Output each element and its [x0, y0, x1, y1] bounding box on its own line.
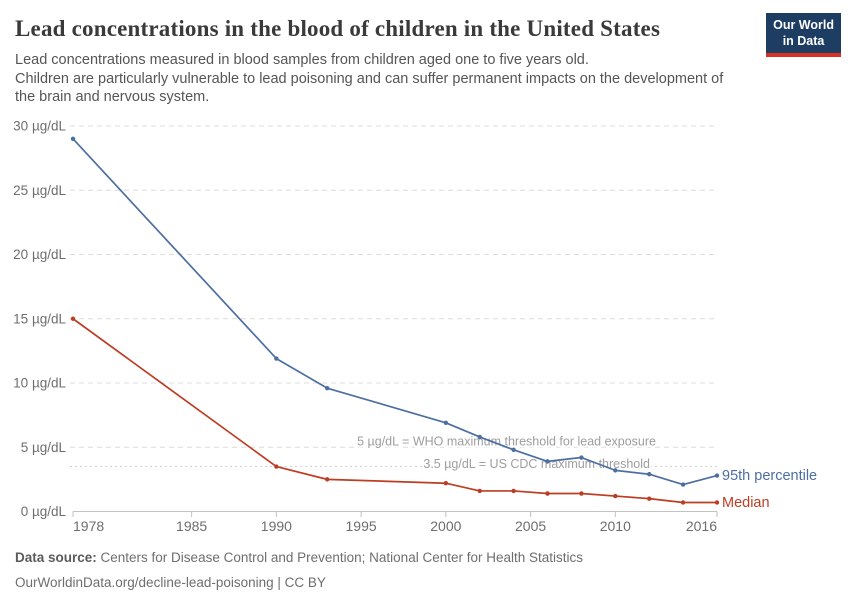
citation-line: OurWorldinData.org/decline-lead-poisonin… — [15, 575, 326, 590]
data-point[interactable] — [714, 500, 720, 505]
data-point[interactable] — [443, 420, 449, 426]
threshold-annotations: 5 µg/dL = WHO maximum threshold for lead… — [70, 432, 717, 473]
data-source-text: Centers for Disease Control and Preventi… — [96, 550, 584, 565]
x-tick-label: 2016 — [686, 518, 717, 534]
x-tick-label: 2005 — [515, 518, 546, 534]
data-point[interactable] — [647, 472, 652, 477]
subtitle-line: Lead concentrations measured in blood sa… — [15, 52, 589, 68]
threshold-label: 3.5 µg/dL = US CDC maximum threshold — [423, 457, 650, 471]
y-axis: 0 µg/dL 5 µg/dL 10 µg/dL 15 µg/dL 20 µg/dL 25… — [13, 119, 66, 520]
x-tick-label: 1995 — [346, 518, 377, 534]
chart-subtitle: Lead concentrations measured in blood sa… — [15, 51, 805, 107]
data-point[interactable] — [647, 496, 652, 501]
y-tick-label: 25 µg/dL — [13, 183, 66, 198]
y-tick-label: 10 µg/dL — [13, 376, 66, 391]
x-axis: 1978 1985 1990 1995 2000 2005 2010 2016 — [72, 511, 718, 534]
y-tick-label: 30 µg/dL — [13, 119, 66, 134]
y-tick-label: 20 µg/dL — [13, 247, 66, 262]
data-point[interactable] — [714, 473, 720, 478]
data-point[interactable] — [613, 493, 618, 499]
data-point[interactable] — [274, 356, 279, 361]
x-tick-label: 2010 — [600, 518, 631, 534]
page-title: Lead concentrations in the blood of chil… — [15, 16, 661, 41]
data-point[interactable] — [579, 455, 584, 460]
series-line-95th-percentile[interactable] — [72, 138, 718, 486]
data-point[interactable] — [70, 136, 76, 142]
data-point[interactable] — [545, 491, 550, 496]
data-point[interactable] — [511, 488, 516, 494]
data-point[interactable] — [477, 488, 482, 494]
x-tick-label: 1990 — [261, 518, 292, 534]
gridlines — [70, 125, 717, 448]
data-point[interactable] — [325, 477, 330, 482]
y-tick-label: 5 µg/dL — [21, 440, 67, 455]
data-point[interactable] — [477, 434, 482, 440]
series-end-label-95th-percentile: 95th percentile — [722, 468, 817, 484]
data-point[interactable] — [680, 500, 686, 505]
y-tick-label: 15 µg/dL — [13, 311, 66, 326]
threshold-label: 5 µg/dL = WHO maximum threshold for lead… — [357, 434, 656, 448]
series-end-label-median: Median — [722, 495, 770, 511]
series-95th-percentile[interactable]: 95th percentile — [70, 136, 817, 487]
data-point[interactable] — [443, 481, 449, 486]
x-tick-label: 2000 — [430, 518, 461, 534]
subtitle-line: Children are particularly vulnerable to … — [15, 70, 724, 87]
data-point[interactable] — [325, 385, 330, 391]
data-point[interactable] — [274, 464, 279, 469]
data-point[interactable] — [579, 491, 584, 496]
series-line-median[interactable] — [72, 318, 717, 504]
data-source-line: Data source: Centers for Disease Control… — [15, 545, 815, 570]
data-source-label: Data source: — [15, 550, 97, 565]
series-median[interactable]: Median — [70, 316, 770, 511]
x-tick-label: 1985 — [176, 518, 207, 534]
data-point[interactable] — [613, 468, 618, 473]
owid-logo: Our World in Data — [766, 13, 841, 58]
owid-logo-line2: in Data — [782, 33, 825, 48]
data-point[interactable] — [511, 447, 516, 453]
data-point[interactable] — [545, 459, 550, 464]
owid-logo-line1: Our World — [773, 18, 834, 32]
chart-footer: Data source: Centers for Disease Control… — [15, 545, 815, 595]
subtitle-line: the brain and nervous system. — [15, 89, 210, 105]
y-tick-label: 0 µg/dL — [21, 504, 67, 519]
data-point[interactable] — [70, 316, 76, 321]
x-tick-label: 1978 — [73, 518, 104, 534]
data-point[interactable] — [680, 482, 686, 487]
